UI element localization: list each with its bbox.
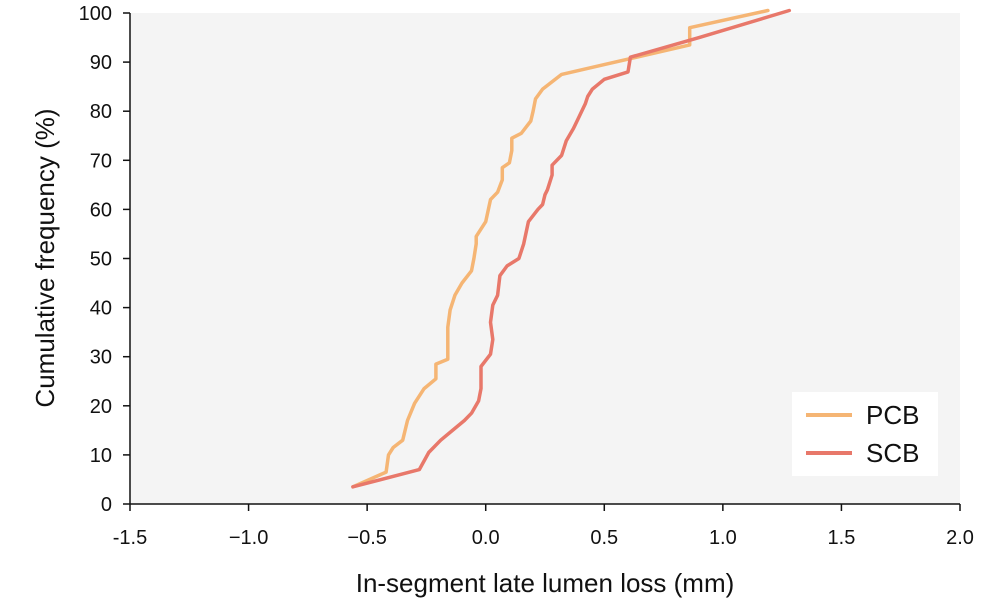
y-tick-label: 50 [90,249,112,271]
y-tick-label: 70 [90,150,112,172]
series-line-pcb [351,8,770,489]
x-tick-label: 0.5 [590,527,618,549]
x-tick-label: −0.5 [347,527,386,549]
y-axis-title: Cumulative frequency (%) [30,108,60,407]
legend: PCB SCB [792,392,938,476]
x-tick-label: −1.0 [229,527,268,549]
legend-label-scb: SCB [866,438,919,468]
y-tick-label: 80 [90,101,112,123]
y-tick-label: 90 [90,52,112,74]
x-tick-label: 0.0 [472,527,500,549]
y-tick-label: 60 [90,199,112,221]
y-tick-label: 100 [79,3,112,25]
y-tick-label: 20 [90,396,112,418]
legend-box [792,392,938,476]
x-tick-label: 1.0 [709,527,737,549]
y-tick-label: 30 [90,347,112,369]
y-tick-label: 10 [90,445,112,467]
x-axis-title: In-segment late lumen loss (mm) [356,568,735,598]
x-tick-label: 2.0 [946,527,974,549]
x-tick-label: 1.5 [828,527,856,549]
y-tick-label: 0 [101,494,112,516]
y-axis-ticks: 0 10 20 30 40 50 60 70 80 90 100 [79,3,130,516]
x-tick-label: -1.5 [113,527,147,549]
y-tick-label: 40 [90,298,112,320]
x-axis-ticks: -1.5 −1.0 −0.5 0.0 0.5 1.0 1.5 2.0 [113,504,974,549]
legend-label-pcb: PCB [866,400,919,430]
series-line-scb [351,8,792,489]
series-layer [351,8,792,489]
